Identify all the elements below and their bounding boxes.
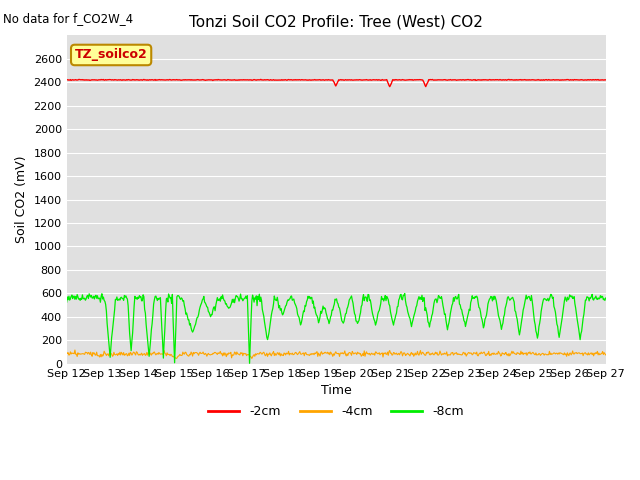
Text: TZ_soilco2: TZ_soilco2 [75,48,147,61]
X-axis label: Time: Time [321,384,351,397]
Legend: -2cm, -4cm, -8cm: -2cm, -4cm, -8cm [204,400,469,423]
Text: No data for f_CO2W_4: No data for f_CO2W_4 [3,12,133,25]
Title: Tonzi Soil CO2 Profile: Tree (West) CO2: Tonzi Soil CO2 Profile: Tree (West) CO2 [189,15,483,30]
Y-axis label: Soil CO2 (mV): Soil CO2 (mV) [15,156,28,243]
